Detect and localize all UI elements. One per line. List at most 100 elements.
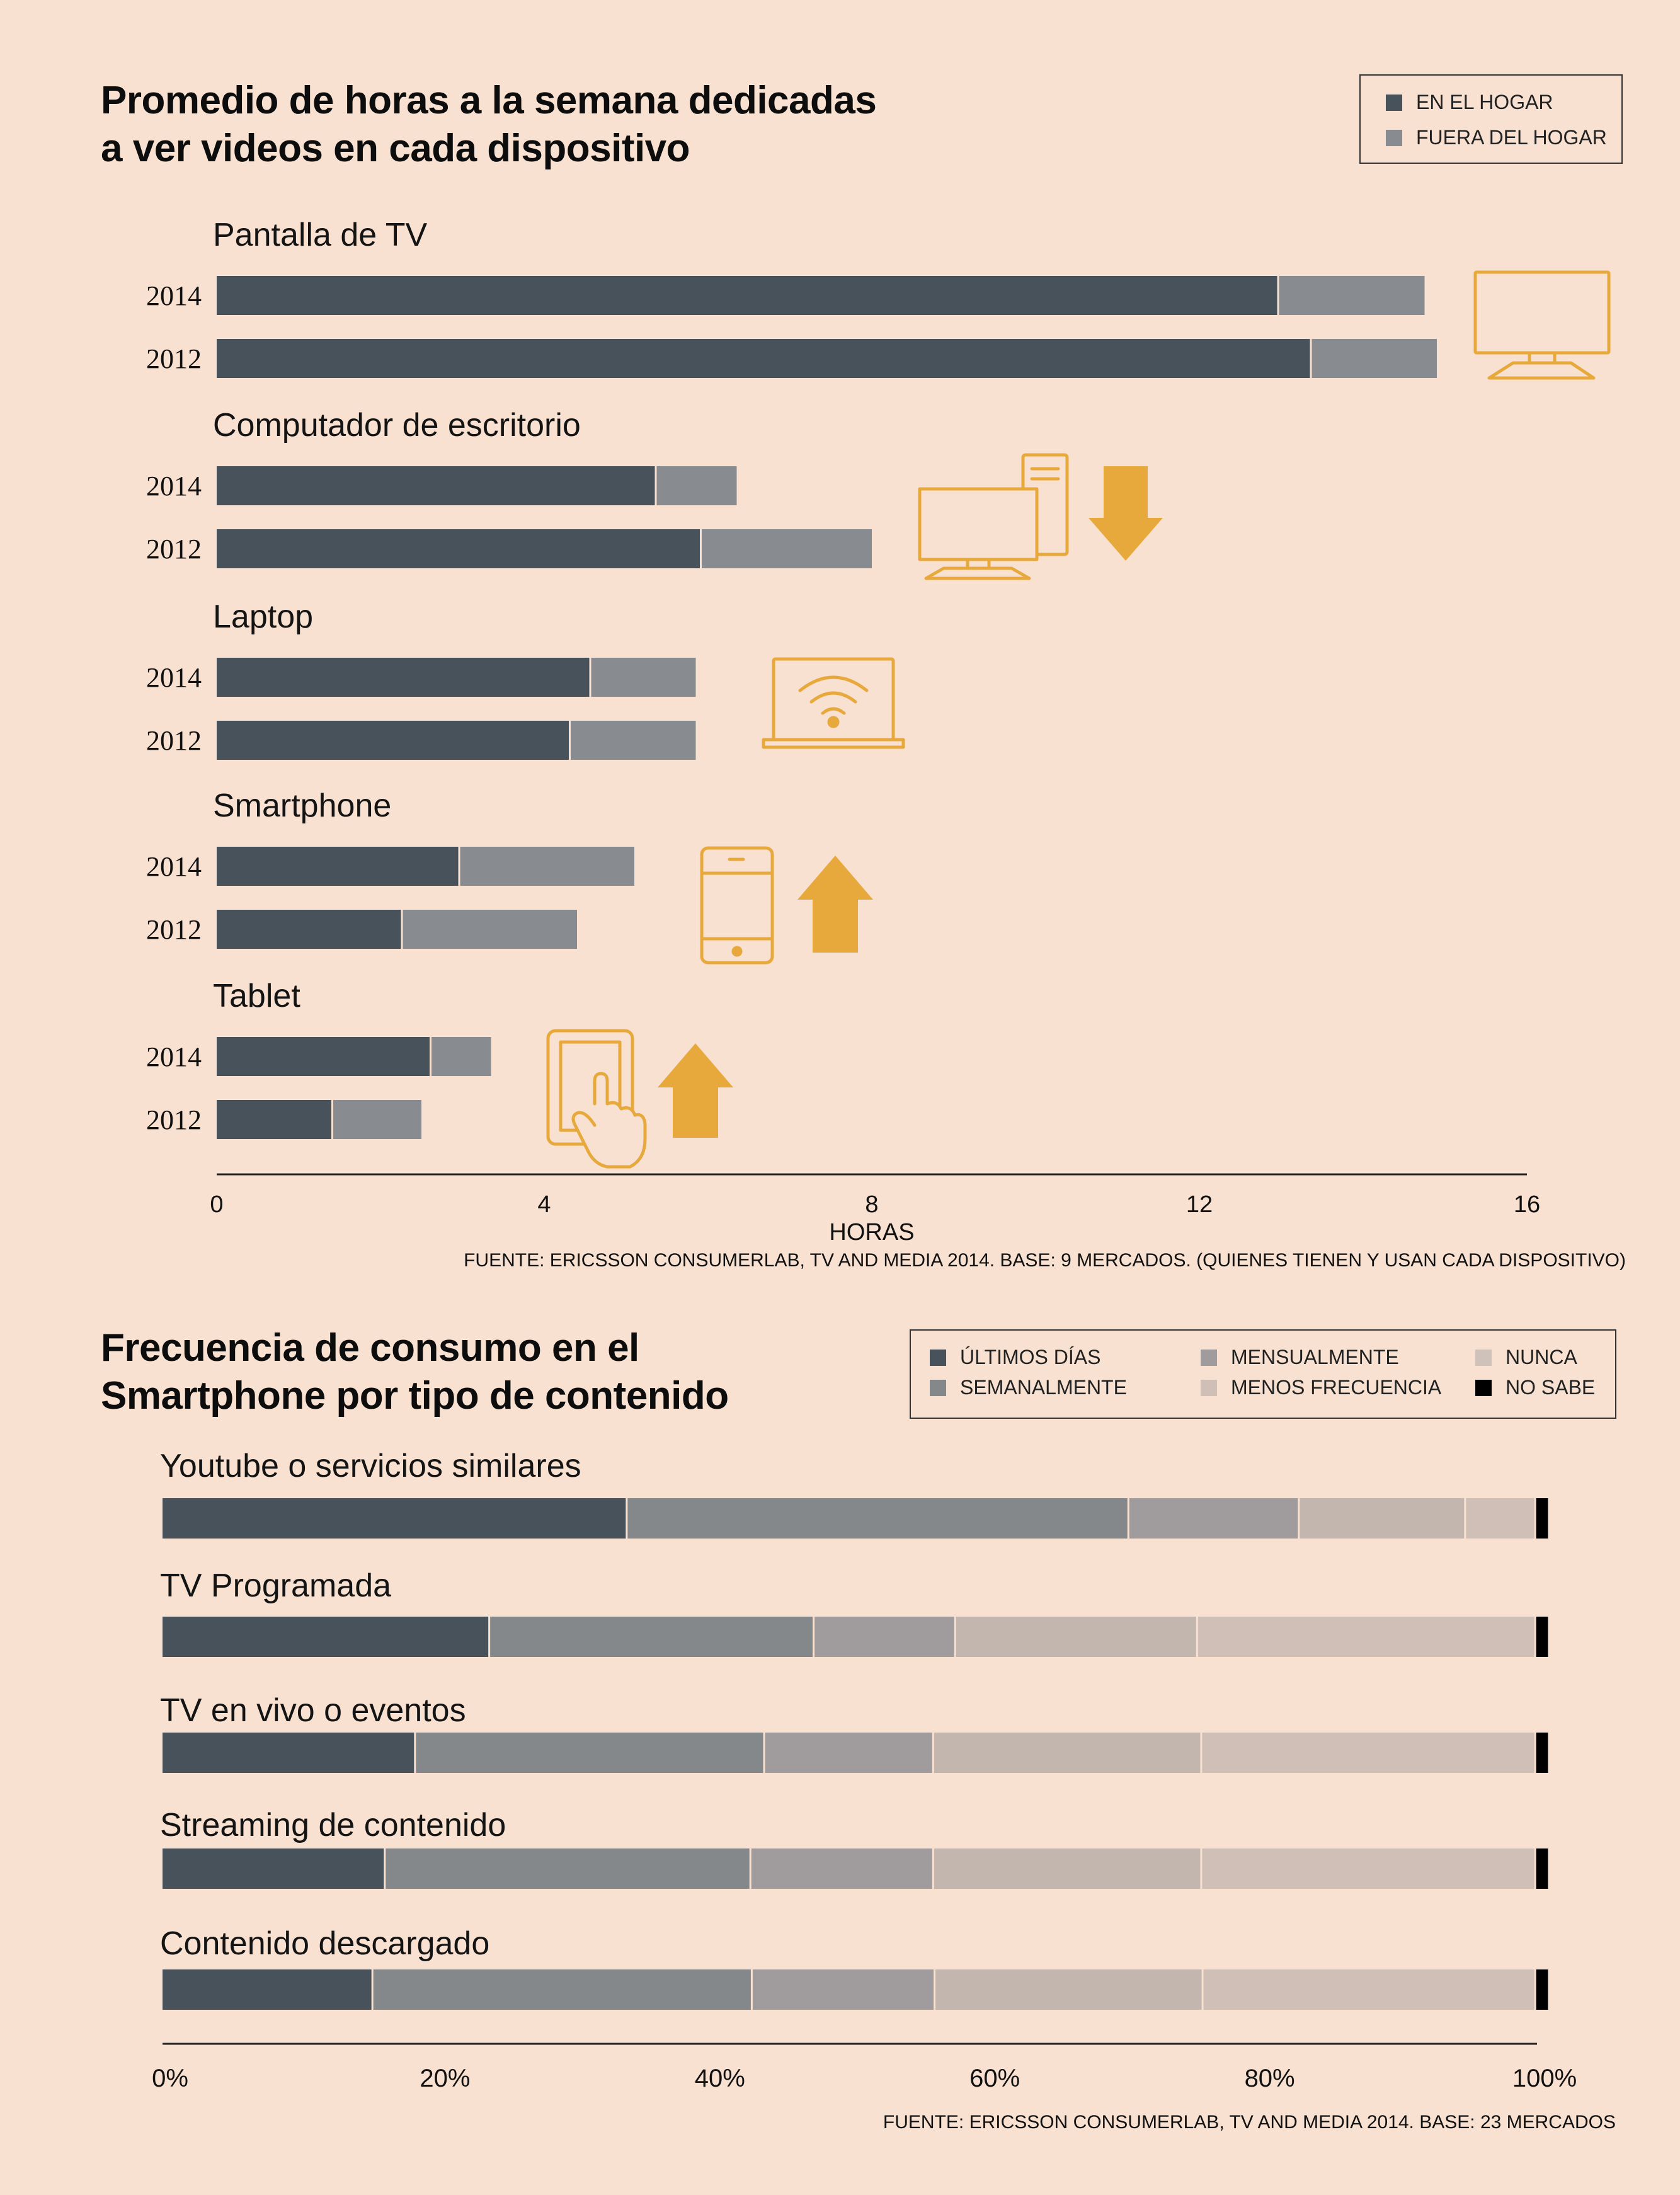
legend-swatch-home xyxy=(1386,95,1402,111)
bar-menos-frecuencia-tv-programada xyxy=(956,1617,1196,1657)
legend-label-ultimos-dias: ÚLTIMOS DÍAS xyxy=(960,1346,1101,1368)
group-label-smartphone: Smartphone xyxy=(213,788,391,824)
chart2-plot: Youtube o servicios similares TV Programa… xyxy=(152,1448,1577,2092)
legend-label-no-sabe: NO SABE xyxy=(1506,1376,1596,1399)
year-label-2014: 2014 xyxy=(146,851,202,882)
x-tick-label: 4 xyxy=(537,1191,551,1218)
year-label-2012: 2012 xyxy=(146,725,202,756)
year-label-2014: 2014 xyxy=(146,1041,202,1072)
chart2-title-line-2: Smartphone por tipo de contenido xyxy=(101,1374,729,1418)
year-label-2014: 2014 xyxy=(146,280,202,311)
category-label-tv-en-vivo-o-eventos: TV en vivo o eventos xyxy=(160,1692,466,1729)
trend-down-arrow xyxy=(1089,466,1163,561)
bar-menos-frecuencia-streaming-de-contenido xyxy=(934,1848,1201,1889)
year-label-2012: 2012 xyxy=(146,914,202,945)
x-tick-label: 60% xyxy=(969,2065,1020,2092)
legend-item-away: FUERA DEL HOGAR xyxy=(1386,126,1607,149)
bar-mensualmente-contenido-descargado xyxy=(752,1969,934,2010)
year-label-2014: 2014 xyxy=(146,662,202,693)
x-tick-label: 100% xyxy=(1512,2065,1577,2092)
chart2-legend: ÚLTIMOS DÍAS SEMANALMENTE MENSUALMENTE M… xyxy=(910,1329,1616,1419)
bar-away-tablet-2012 xyxy=(333,1100,421,1139)
bar-mensualmente-streaming-de-contenido xyxy=(751,1848,932,1889)
trend-up-arrow-tablet xyxy=(658,1043,733,1138)
x-tick-label: 40% xyxy=(695,2065,745,2092)
bar-away-computador-de-escritorio-2012 xyxy=(702,529,872,568)
bar-nunca-tv-programada xyxy=(1197,1617,1534,1657)
legend-item-nunca: NUNCA xyxy=(1475,1346,1577,1368)
x-tick-label: 16 xyxy=(1514,1191,1540,1218)
legend-swatch-menos-frecuencia xyxy=(1201,1380,1217,1396)
bar-away-pantalla-de-tv-2014 xyxy=(1279,276,1425,315)
chart2-title: Frecuencia de consumo en el Smartphone p… xyxy=(101,1324,729,1420)
bar-home-pantalla-de-tv-2012 xyxy=(217,339,1310,378)
bar-ultimos-dias-streaming-de-contenido xyxy=(163,1848,384,1889)
bar-away-computador-de-escritorio-2014 xyxy=(656,466,737,505)
legend-label-mensualmente: MENSUALMENTE xyxy=(1231,1346,1399,1368)
bar-home-smartphone-2014 xyxy=(217,847,459,886)
bar-ultimos-dias-tv-programada xyxy=(163,1617,489,1657)
legend-label-nunca: NUNCA xyxy=(1506,1346,1577,1368)
group-label-tablet: Tablet xyxy=(213,978,300,1014)
year-label-2012: 2012 xyxy=(146,534,202,565)
bar-no-sabe-tv-programada xyxy=(1536,1617,1548,1657)
bar-mensualmente-youtube-o-servicios-similares xyxy=(1129,1498,1298,1539)
bar-away-pantalla-de-tv-2012 xyxy=(1311,339,1437,378)
bar-semanalmente-tv-en-vivo-o-eventos xyxy=(416,1733,763,1773)
bar-ultimos-dias-youtube-o-servicios-similares xyxy=(163,1498,626,1539)
legend-item-mensualmente: MENSUALMENTE xyxy=(1201,1346,1399,1368)
legend-swatch-ultimos-dias xyxy=(930,1350,946,1366)
bar-mensualmente-tv-en-vivo-o-eventos xyxy=(765,1733,932,1773)
year-label-2012: 2012 xyxy=(146,1104,202,1135)
bar-ultimos-dias-tv-en-vivo-o-eventos xyxy=(163,1733,414,1773)
bar-nunca-tv-en-vivo-o-eventos xyxy=(1202,1733,1534,1773)
bar-away-laptop-2014 xyxy=(591,658,696,697)
desktop-computer-icon xyxy=(918,453,1069,580)
bar-no-sabe-streaming-de-contenido xyxy=(1536,1848,1548,1889)
legend-item-menos-frecuencia: MENOS FRECUENCIA xyxy=(1201,1376,1441,1399)
bar-away-smartphone-2014 xyxy=(460,847,634,886)
legend-label-away: FUERA DEL HOGAR xyxy=(1416,126,1607,149)
year-label-2014: 2014 xyxy=(146,471,202,501)
x-tick-label: 0 xyxy=(210,1191,223,1218)
bar-menos-frecuencia-contenido-descargado xyxy=(935,1969,1202,2010)
chart1-plot: Pantalla de TV 2014 2012 Computador de escr… xyxy=(146,217,1540,1246)
bar-away-tablet-2014 xyxy=(431,1037,491,1076)
x-tick-label: 0% xyxy=(152,2065,188,2092)
group-label-computador-de-escritorio: Computador de escritorio xyxy=(213,407,581,444)
bar-no-sabe-youtube-o-servicios-similares xyxy=(1536,1498,1548,1539)
chart1-title-line-2: a ver videos en cada dispositivo xyxy=(101,127,690,170)
trend-up-arrow-smartphone xyxy=(797,856,873,953)
bar-home-smartphone-2012 xyxy=(217,910,401,949)
bar-home-laptop-2012 xyxy=(217,721,569,760)
x-tick-label: 8 xyxy=(865,1191,878,1218)
bar-away-smartphone-2012 xyxy=(403,910,577,949)
legend-item-ultimos-dias: ÚLTIMOS DÍAS xyxy=(930,1346,1100,1368)
legend-item-semanalmente: SEMANALMENTE xyxy=(930,1376,1127,1399)
chart1-source: FUENTE: ERICSSON CONSUMERLAB, TV AND MED… xyxy=(464,1250,1626,1271)
bar-home-computador-de-escritorio-2012 xyxy=(217,529,700,568)
bar-nunca-streaming-de-contenido xyxy=(1202,1848,1534,1889)
bar-no-sabe-contenido-descargado xyxy=(1536,1969,1548,2010)
bar-nunca-youtube-o-servicios-similares xyxy=(1466,1498,1534,1539)
chart1-legend: EN EL HOGAR FUERA DEL HOGAR xyxy=(1359,74,1623,164)
bar-home-tablet-2012 xyxy=(217,1100,331,1139)
legend-item-no-sabe: NO SABE xyxy=(1475,1376,1595,1399)
bar-nunca-contenido-descargado xyxy=(1203,1969,1534,2010)
tv-icon xyxy=(1473,270,1611,380)
chart2-source: FUENTE: ERICSSON CONSUMERLAB, TV AND MED… xyxy=(883,2112,1616,2133)
smartphone-icon xyxy=(700,846,774,965)
legend-label-home: EN EL HOGAR xyxy=(1416,91,1553,113)
x-tick-label: 20% xyxy=(420,2065,470,2092)
x-tick-label: 12 xyxy=(1186,1191,1213,1218)
chart1-title-line-1: Promedio de horas a la semana dedicadas xyxy=(101,79,877,122)
bar-ultimos-dias-contenido-descargado xyxy=(163,1969,372,2010)
legend-item-home: EN EL HOGAR xyxy=(1386,91,1553,113)
category-label-contenido-descargado: Contenido descargado xyxy=(160,1925,489,1962)
category-label-streaming-de-contenido: Streaming de contenido xyxy=(160,1807,506,1843)
x-tick-label: 80% xyxy=(1245,2065,1295,2092)
group-label-laptop: Laptop xyxy=(213,599,313,635)
bar-home-pantalla-de-tv-2014 xyxy=(217,276,1277,315)
legend-swatch-nunca xyxy=(1475,1350,1492,1366)
